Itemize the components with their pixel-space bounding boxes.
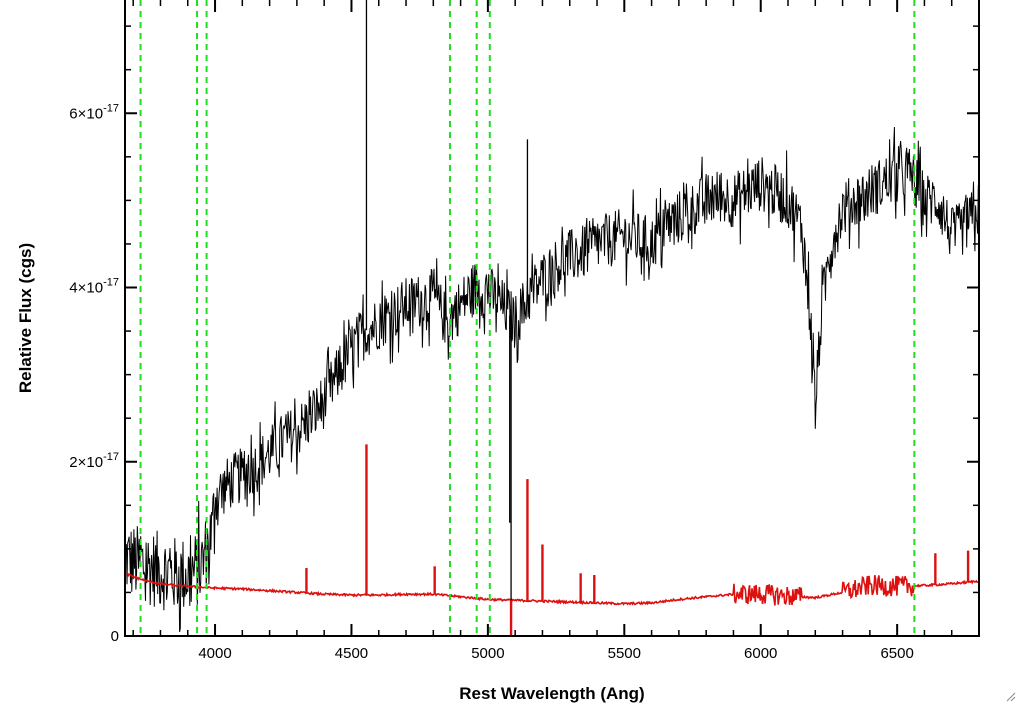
y-axis-title: Relative Flux (cgs) xyxy=(16,243,35,393)
x-tick-label: 6500 xyxy=(880,645,913,662)
ticks-layer: 4000 4500 5000 5500 6000 6500 0 2×10-17 4×10-17 6… xyxy=(69,0,980,662)
x-tick-label: 6000 xyxy=(744,645,777,662)
y-tick-label: 4×10-17 xyxy=(69,277,119,297)
data-layer xyxy=(124,0,980,636)
plot-frame xyxy=(124,0,980,637)
x-tick-label: 5000 xyxy=(471,645,504,662)
x-tick-label: 4000 xyxy=(198,645,231,662)
reference-lines-layer xyxy=(139,0,916,636)
y-tick-label: 2×10-17 xyxy=(69,451,119,471)
y-tick-label: 0 xyxy=(111,628,119,645)
y-tick-label: 6×10-17 xyxy=(69,102,119,122)
x-tick-label: 4500 xyxy=(335,645,368,662)
x-tick-label: 5500 xyxy=(608,645,641,662)
x-axis-title: Rest Wavelength (Ang) xyxy=(459,684,644,703)
model-series-red xyxy=(124,572,979,606)
spectrum-series-black xyxy=(124,126,980,632)
resize-grip-icon[interactable] xyxy=(1004,690,1016,702)
